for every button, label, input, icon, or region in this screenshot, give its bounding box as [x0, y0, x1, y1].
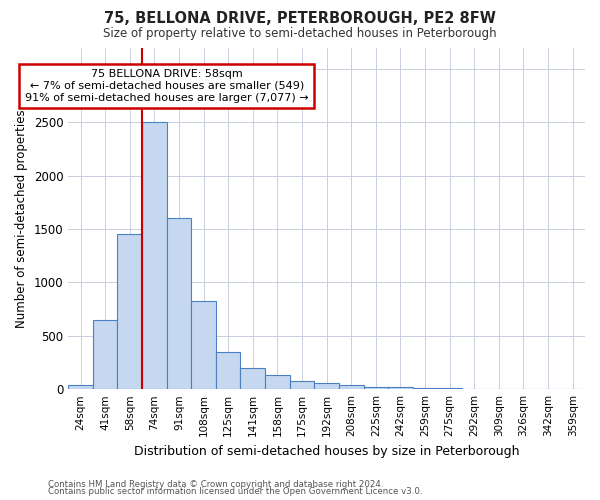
Bar	[216, 352, 241, 389]
Bar	[290, 381, 314, 389]
Bar	[388, 388, 413, 389]
Bar	[93, 320, 118, 389]
Bar	[462, 388, 487, 389]
Bar	[265, 376, 290, 389]
Text: Contains HM Land Registry data © Crown copyright and database right 2024.: Contains HM Land Registry data © Crown c…	[48, 480, 383, 489]
Bar	[191, 300, 216, 389]
Bar	[437, 388, 462, 389]
Bar	[142, 122, 167, 389]
Text: 75, BELLONA DRIVE, PETERBOROUGH, PE2 8FW: 75, BELLONA DRIVE, PETERBOROUGH, PE2 8FW	[104, 11, 496, 26]
Text: Size of property relative to semi-detached houses in Peterborough: Size of property relative to semi-detach…	[103, 28, 497, 40]
Bar	[241, 368, 265, 389]
Text: Contains public sector information licensed under the Open Government Licence v3: Contains public sector information licen…	[48, 487, 422, 496]
Bar	[339, 385, 364, 389]
X-axis label: Distribution of semi-detached houses by size in Peterborough: Distribution of semi-detached houses by …	[134, 444, 520, 458]
Bar	[413, 388, 437, 389]
Bar	[68, 385, 93, 389]
Y-axis label: Number of semi-detached properties: Number of semi-detached properties	[15, 109, 28, 328]
Bar	[364, 386, 388, 389]
Bar	[314, 384, 339, 389]
Bar	[118, 234, 142, 389]
Bar	[167, 218, 191, 389]
Text: 75 BELLONA DRIVE: 58sqm
← 7% of semi-detached houses are smaller (549)
91% of se: 75 BELLONA DRIVE: 58sqm ← 7% of semi-det…	[25, 70, 308, 102]
